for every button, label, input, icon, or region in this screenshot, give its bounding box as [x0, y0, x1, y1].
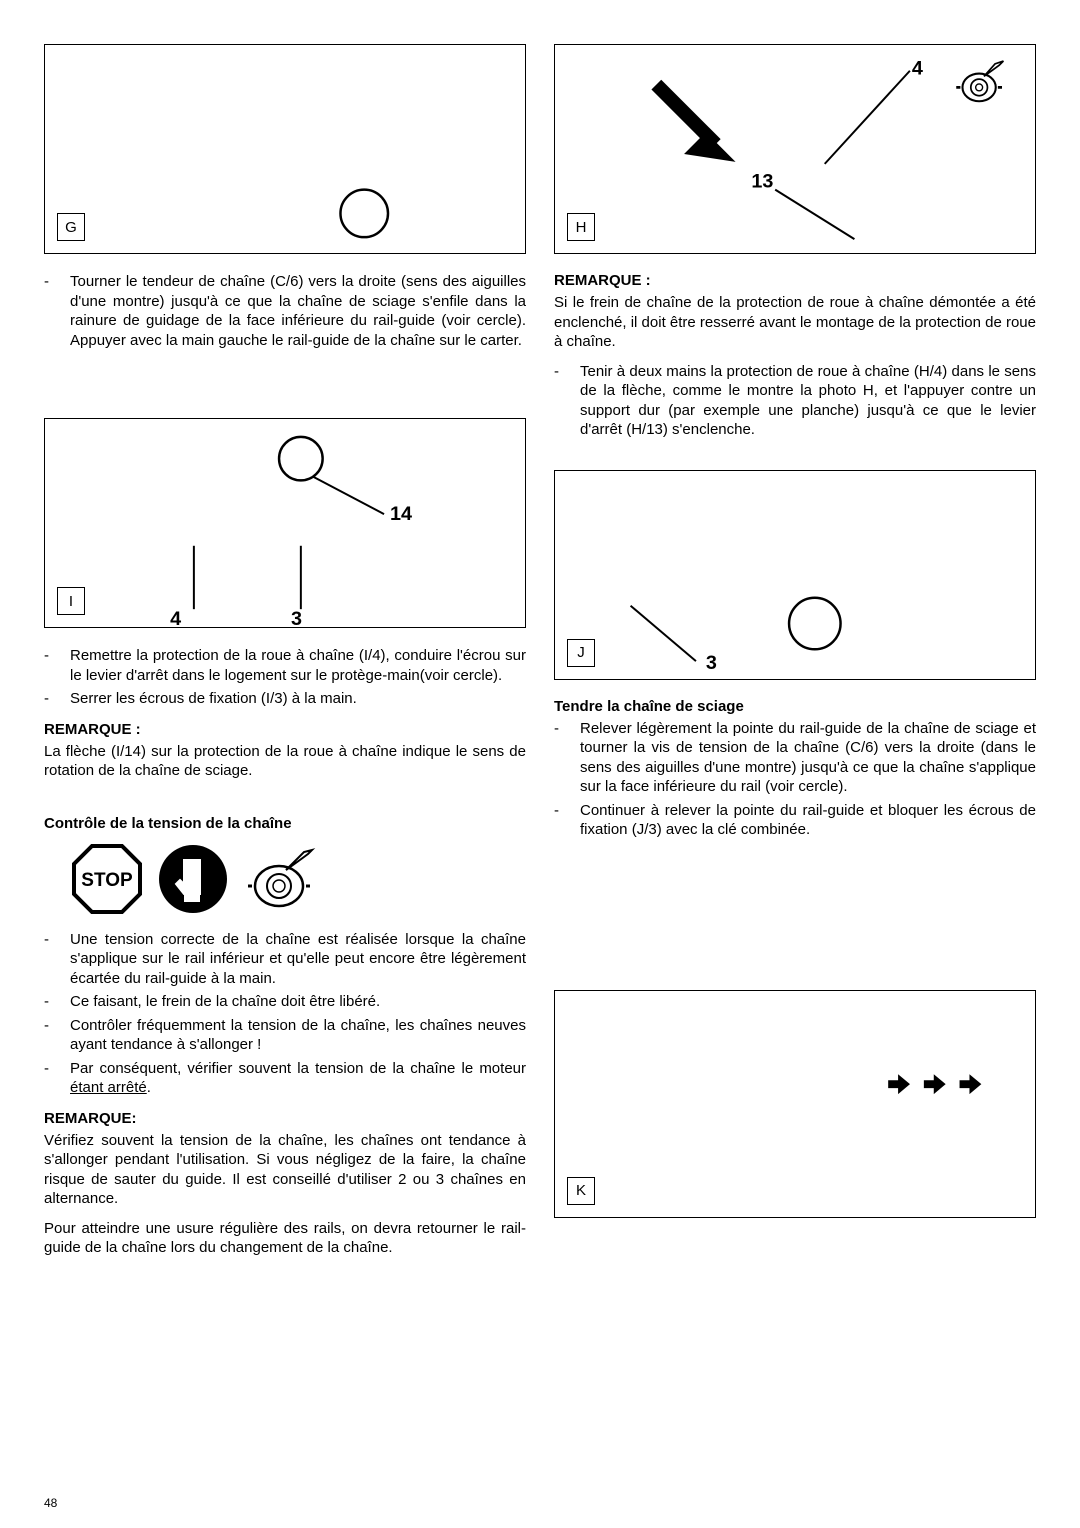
bullet-I2: - Serrer les écrous de fixation (I/3) à …	[44, 689, 526, 709]
safety-icons: STOP	[70, 842, 526, 916]
tool-icon	[242, 842, 316, 916]
figure-H-svg: 4 13	[555, 45, 1035, 253]
tension-heading: Contrôle de la tension de la chaîne	[44, 815, 526, 832]
remarque-H-text: Si le frein de chaîne de la protection d…	[554, 293, 1036, 352]
remarque-2-label: REMARQUE:	[44, 1110, 526, 1127]
right-column: 4 13 H REMARQUE : Si le frein de chaîne …	[554, 44, 1036, 1268]
page-number: 48	[44, 1496, 57, 1510]
figure-K: K	[554, 990, 1036, 1218]
tension-b3: - Contrôler fréquemment la tension de la…	[44, 1016, 526, 1055]
remarque-2-text2: Pour atteindre une usure régulière des r…	[44, 1219, 526, 1258]
label-4: 4	[170, 608, 181, 627]
figure-K-svg	[555, 991, 1035, 1217]
tension-b2: - Ce faisant, le frein de la chaîne doit…	[44, 992, 526, 1012]
remarque-1-label: REMARQUE :	[44, 721, 526, 738]
remarque-1-text: La flèche (I/14) sur la protection de la…	[44, 742, 526, 781]
figure-G-letter: G	[57, 213, 85, 241]
label-4: 4	[912, 58, 923, 80]
stop-icon: STOP	[70, 842, 144, 916]
label-14: 14	[390, 503, 412, 525]
remarque-2-text: Vérifiez souvent la tension de la chaîne…	[44, 1131, 526, 1209]
figure-J: 3 J	[554, 470, 1036, 680]
figure-K-letter: K	[567, 1177, 595, 1205]
figure-G-svg	[45, 45, 525, 253]
bullet-H: - Tenir à deux mains la protection de ro…	[554, 362, 1036, 440]
figure-J-svg: 3	[555, 471, 1035, 679]
figure-H-letter: H	[567, 213, 595, 241]
bullet-G: - Tourner le tendeur de chaîne (C/6) ver…	[44, 272, 526, 350]
figure-J-letter: J	[567, 639, 595, 667]
left-column: G - Tourner le tendeur de chaîne (C/6) v…	[44, 44, 526, 1268]
label-13: 13	[751, 171, 773, 193]
figure-H: 4 13 H	[554, 44, 1036, 254]
tendre-heading: Tendre la chaîne de sciage	[554, 698, 1036, 715]
figure-I-svg: 14 4 3	[45, 419, 525, 627]
figure-G: G	[44, 44, 526, 254]
bullet-J1: - Relever légèrement la pointe du rail-g…	[554, 719, 1036, 797]
gloves-icon	[156, 842, 230, 916]
label-3: 3	[706, 652, 717, 674]
bullet-J2: - Continuer à relever la pointe du rail-…	[554, 801, 1036, 840]
tension-b4: - Par conséquent, vérifier souvent la te…	[44, 1059, 526, 1098]
remarque-H-label: REMARQUE :	[554, 272, 1036, 289]
tension-b1: - Une tension correcte de la chaîne est …	[44, 930, 526, 989]
figure-I-letter: I	[57, 587, 85, 615]
label-3: 3	[291, 608, 302, 627]
bullet-I1: - Remettre la protection de la roue à ch…	[44, 646, 526, 685]
figure-I: 14 4 3 I	[44, 418, 526, 628]
svg-text:STOP: STOP	[81, 870, 133, 891]
